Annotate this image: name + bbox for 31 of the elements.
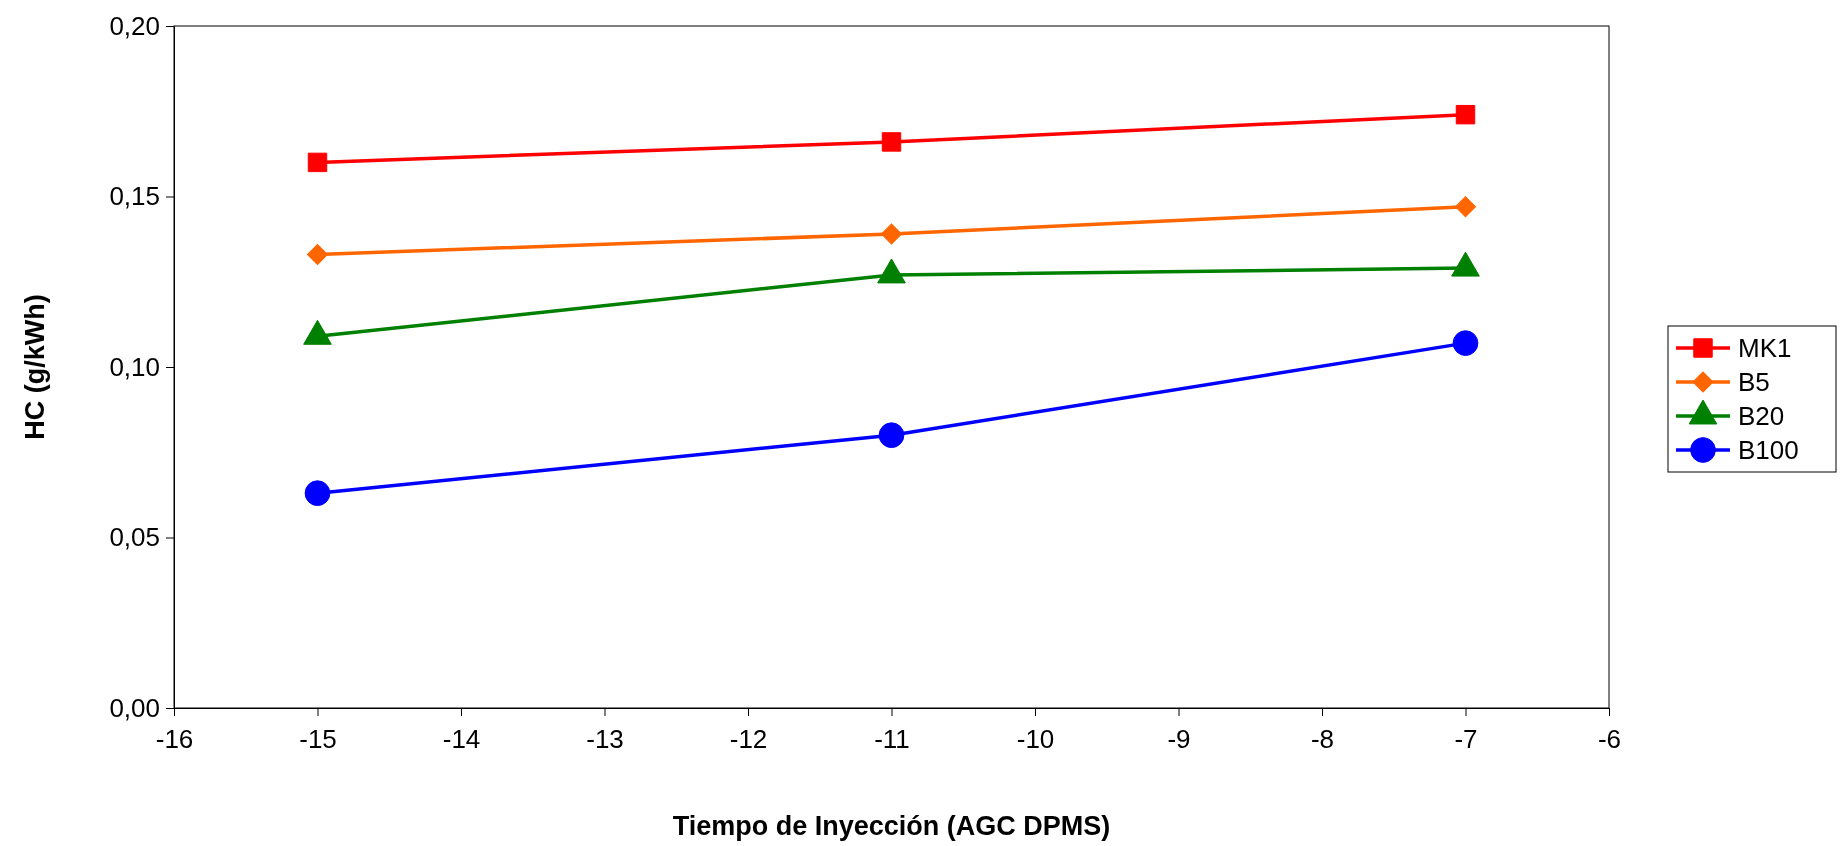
point [878, 422, 905, 449]
x-tick-label: -7 [1454, 724, 1478, 755]
point [304, 480, 331, 507]
y-tick-label: 0,10 [109, 351, 160, 382]
legend-label: MK1 [1738, 333, 1792, 363]
y-tick-label: 0,00 [109, 692, 160, 723]
legend-label: B20 [1738, 401, 1785, 431]
x-tick-label: -16 [155, 724, 194, 755]
point [307, 152, 328, 173]
x-tick-label: -12 [729, 724, 768, 755]
legend-label: B100 [1738, 435, 1799, 465]
x-tick-label: -8 [1310, 724, 1335, 755]
y-axis-title: HC (g/kWh) [20, 294, 50, 440]
point [1455, 104, 1476, 125]
x-tick-label: -13 [586, 724, 624, 755]
legend-label: B5 [1738, 367, 1770, 397]
x-tick-label: -14 [442, 724, 481, 755]
y-tick-label: 0,05 [109, 522, 160, 553]
x-tick-label: -6 [1597, 724, 1622, 755]
point [881, 132, 902, 152]
y-tick-label: 0,15 [109, 181, 160, 212]
point [1452, 330, 1479, 356]
x-tick-label: -9 [1167, 724, 1191, 755]
point [881, 223, 902, 245]
x-axis-title: Tiempo de Inyección (AGC DPMS) [672, 811, 1111, 841]
y-tick-label: 0,20 [109, 10, 160, 41]
point [1455, 196, 1476, 218]
point [307, 243, 328, 265]
x-tick-label: -10 [1016, 724, 1055, 755]
x-tick-label: -15 [299, 724, 337, 755]
x-tick-label: -11 [874, 724, 910, 755]
